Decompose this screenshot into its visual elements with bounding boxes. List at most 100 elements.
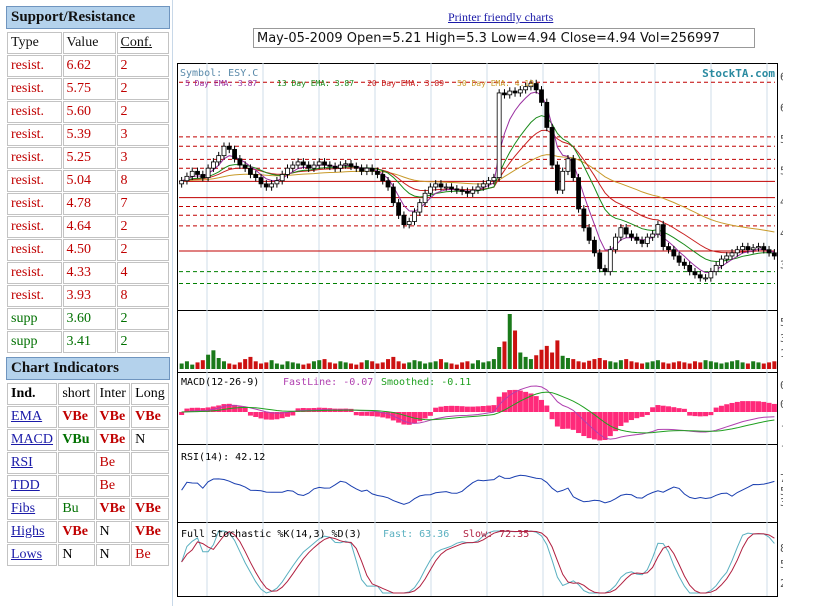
candle-body xyxy=(581,208,587,229)
volume-bar xyxy=(465,361,470,369)
indicator-inter-cell: VBe xyxy=(95,429,131,451)
sr-type-cell: resist. xyxy=(7,193,62,215)
sr-conf-cell: 2 xyxy=(116,239,169,261)
macd-hist-bar xyxy=(676,408,682,412)
sr-row: resist. 6.62 2 xyxy=(7,55,169,77)
sr-conf-cell: 8 xyxy=(116,170,169,192)
candle-body xyxy=(295,161,301,166)
macd-hist-bar xyxy=(464,406,470,412)
candle-body xyxy=(713,264,719,273)
macd-hist-bar xyxy=(597,412,603,441)
rsi-line xyxy=(181,474,775,505)
macd-hist-bar xyxy=(242,407,248,412)
macd-hist-bar xyxy=(761,401,767,412)
candle-body xyxy=(438,183,444,188)
candle-body xyxy=(210,161,216,169)
volume-bar xyxy=(274,363,279,369)
candle-body xyxy=(607,249,613,273)
indicator-short-cell: VBe xyxy=(58,521,95,543)
volume-bar xyxy=(608,361,613,369)
candle-body xyxy=(385,180,391,188)
candle-body xyxy=(480,183,486,188)
volume-bar xyxy=(661,362,666,369)
candle-body xyxy=(258,177,264,185)
candle-body xyxy=(216,155,222,163)
indicator-short-cell: N xyxy=(58,544,95,566)
candle-body xyxy=(263,183,269,188)
sr-value-cell: 5.25 xyxy=(62,147,116,169)
volume-bar xyxy=(518,352,523,369)
ema-label: 13 Day EMA: 3.87 xyxy=(277,79,354,88)
sr-type-cell: resist. xyxy=(7,216,62,238)
volume-bar xyxy=(645,362,650,369)
rsi-tick-label: 30 xyxy=(780,496,783,509)
indicator-link-tdd[interactable]: TDD xyxy=(7,475,58,497)
macd-hist-bar xyxy=(263,412,269,420)
candle-body xyxy=(634,236,640,241)
candle-body xyxy=(459,189,465,192)
macd-hist-bar xyxy=(687,412,693,416)
indicator-row-macd: MACD VBu VBe N xyxy=(7,429,169,451)
macd-hist-bar xyxy=(750,401,756,412)
macd-hist-bar xyxy=(247,412,253,416)
macd-hist-bar xyxy=(755,401,761,412)
macd-hist-bar xyxy=(443,405,449,412)
indicator-link-lows[interactable]: Lows xyxy=(7,544,58,566)
candle-body xyxy=(549,127,555,166)
candle-body xyxy=(375,170,380,175)
macd-hist-bar xyxy=(539,399,545,412)
macd-slow-line xyxy=(181,391,775,434)
stoch-slow-label: Slow: 72.35 xyxy=(463,529,529,540)
volume-bar xyxy=(708,361,713,369)
macd-hist-bar xyxy=(565,412,571,429)
sr-value-cell: 5.04 xyxy=(62,170,116,192)
candle-body xyxy=(734,249,740,254)
volume-bar xyxy=(454,364,459,369)
candle-body xyxy=(470,189,476,194)
macd-hist-bar xyxy=(533,396,539,412)
indicator-link-macd[interactable]: MACD xyxy=(7,429,58,451)
sr-type-cell: resist. xyxy=(7,101,62,123)
indicator-link-fibs[interactable]: Fibs xyxy=(7,498,58,520)
indicator-link-rsi[interactable]: RSI xyxy=(7,452,58,474)
volume-bar xyxy=(195,362,200,369)
macd-hist-bar xyxy=(369,412,375,417)
volume-bar xyxy=(618,360,623,369)
macd-hist-bar xyxy=(449,405,455,412)
stoch-label: Full Stochastic %K(14,3) %D(3) xyxy=(181,529,362,540)
stoch-tick-label: 20 xyxy=(780,577,783,590)
macd-hist-bar xyxy=(454,405,460,412)
panel-divider xyxy=(172,0,173,606)
macd-hist-bar xyxy=(274,412,280,420)
sr-value-cell: 4.50 xyxy=(62,239,116,261)
sr-conf-cell: 2 xyxy=(116,216,169,238)
candle-body xyxy=(687,264,693,273)
printer-friendly-link[interactable]: Printer friendly charts xyxy=(448,10,554,24)
volume-bar xyxy=(565,358,570,369)
candle-body xyxy=(666,246,671,251)
rsi-label: RSI(14): 42.12 xyxy=(181,452,265,463)
indicator-inter-cell: Be xyxy=(95,475,131,497)
volume-bar xyxy=(184,361,189,369)
candle-body xyxy=(338,164,343,169)
volume-bar xyxy=(486,361,491,369)
volume-bar xyxy=(237,362,242,369)
sr-conf-cell: 3 xyxy=(116,124,169,146)
indicator-link-ema[interactable]: EMA xyxy=(7,406,58,428)
volume-bar xyxy=(597,358,602,369)
sr-value-cell: 3.41 xyxy=(62,331,116,353)
volume-bar xyxy=(221,361,226,369)
indicator-link-highs[interactable]: Highs xyxy=(7,521,58,543)
sr-row: resist. 5.75 2 xyxy=(7,78,169,100)
stoch-fast-label: Fast: 63.36 xyxy=(383,529,449,540)
candle-body xyxy=(719,258,724,266)
macd-hist-bar xyxy=(591,412,597,440)
volume-bar xyxy=(502,341,507,369)
macd-hist-bar xyxy=(507,390,513,412)
col-conf-link[interactable]: Conf. xyxy=(116,32,169,54)
macd-hist-bar xyxy=(284,412,290,417)
candle-body xyxy=(502,92,507,96)
volume-bar xyxy=(375,363,380,369)
candle-body xyxy=(475,186,481,191)
macd-hist-bar xyxy=(385,412,391,419)
